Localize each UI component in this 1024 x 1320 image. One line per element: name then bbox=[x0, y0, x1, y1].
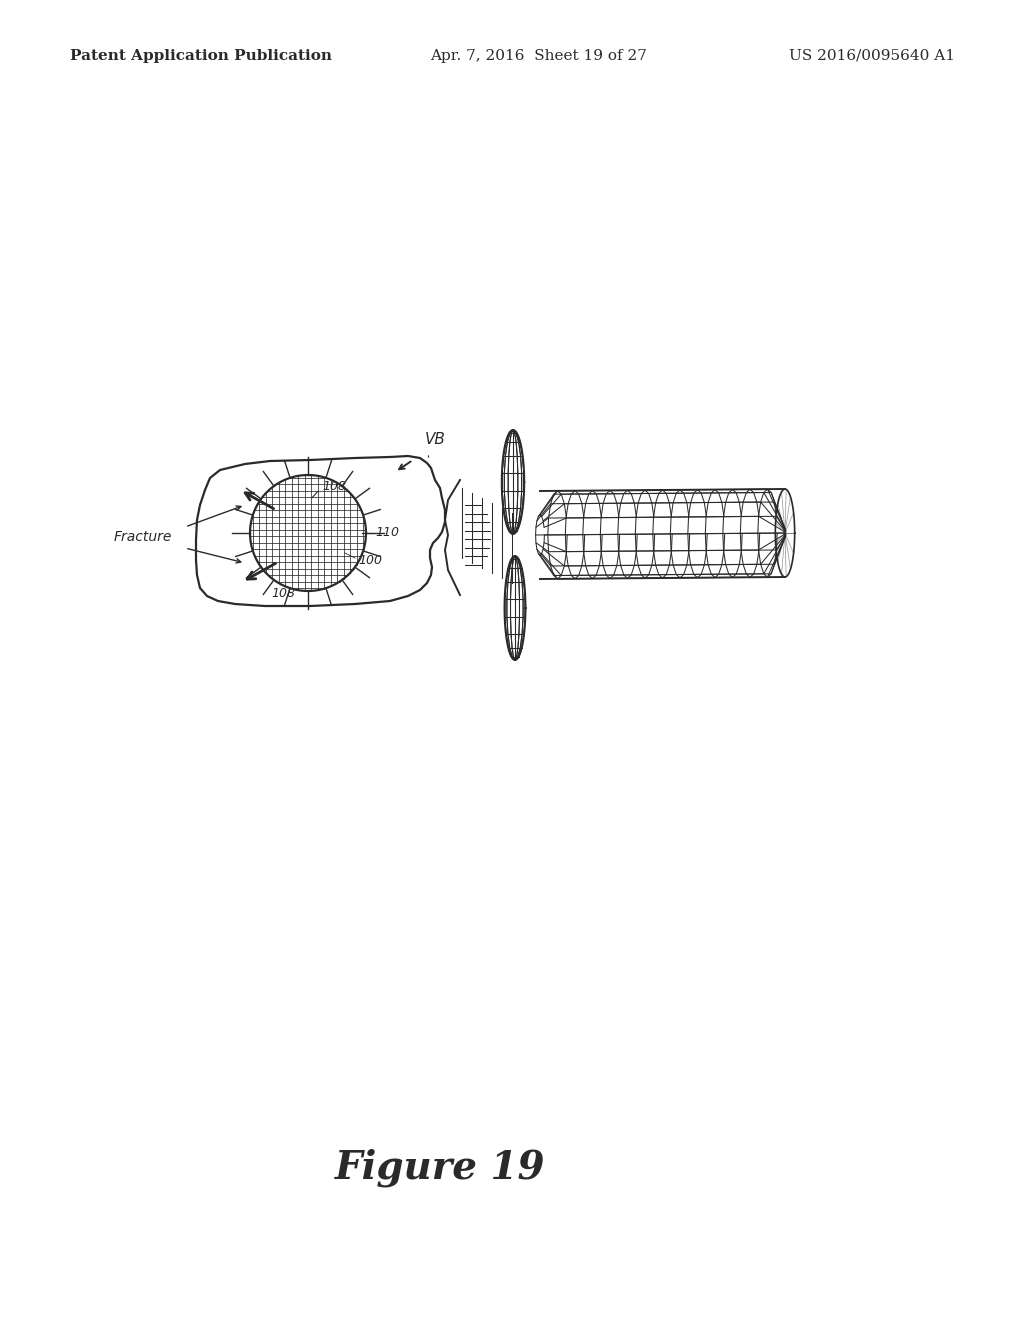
Text: Figure 19: Figure 19 bbox=[335, 1148, 546, 1188]
Text: 108: 108 bbox=[322, 480, 346, 494]
Text: Fracture: Fracture bbox=[114, 531, 172, 544]
Text: VB: VB bbox=[425, 432, 445, 447]
Text: 110: 110 bbox=[375, 527, 399, 540]
Text: Apr. 7, 2016  Sheet 19 of 27: Apr. 7, 2016 Sheet 19 of 27 bbox=[430, 49, 647, 63]
Text: 100: 100 bbox=[358, 554, 382, 568]
Text: US 2016/0095640 A1: US 2016/0095640 A1 bbox=[790, 49, 955, 63]
Text: Patent Application Publication: Patent Application Publication bbox=[70, 49, 332, 63]
Text: 108: 108 bbox=[271, 587, 295, 601]
